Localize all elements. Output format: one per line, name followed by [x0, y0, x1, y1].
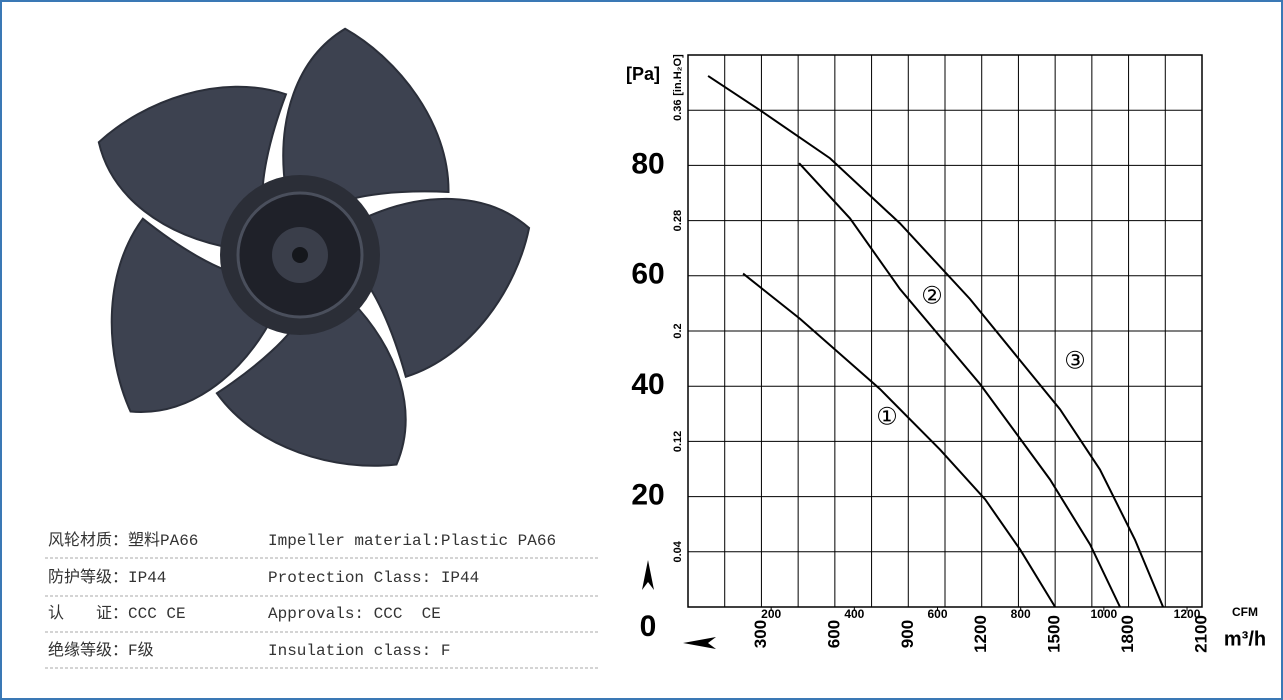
x2-tick-label: 600: [927, 607, 947, 621]
spec-cn: 绝缘等级：F级: [48, 641, 154, 660]
y2-tick-label: 0.28: [672, 210, 684, 231]
x-tick-label: 1200: [971, 615, 990, 653]
up-arrow: [642, 560, 654, 590]
x-tick-label: 2100: [1191, 615, 1210, 653]
spec-cn: 风轮材质：塑料PA66: [48, 531, 198, 550]
x-axis-label: m³/h: [1224, 628, 1266, 650]
x-tick-label: 600: [824, 620, 843, 648]
y2-axis-label: [in.H₂O]: [672, 54, 684, 96]
spec-cn: 防护等级：IP44: [48, 568, 166, 587]
spec-separators: [45, 557, 600, 669]
x-tick-label: 900: [898, 620, 917, 648]
y-tick-label: 40: [631, 368, 664, 401]
y-tick-label: 60: [631, 258, 664, 291]
spec-cn: 认 证：CCC CE: [48, 604, 186, 623]
y2-tick-label: 0.04: [672, 540, 684, 562]
curve: [707, 75, 1165, 608]
x2-tick-label: 400: [844, 607, 864, 621]
y-tick-label: 0: [640, 610, 657, 643]
fan-image: [97, 27, 531, 467]
y-tick-label: 80: [631, 147, 664, 180]
right-arrow: [683, 637, 716, 649]
spec-en: Protection Class: IP44: [268, 569, 479, 587]
curve-label: ①: [876, 403, 898, 430]
x-tick-label: 1500: [1045, 615, 1064, 653]
y2-tick-label: 0.12: [672, 431, 684, 452]
y2-tick-label: 0.2: [672, 323, 684, 338]
x2-tick-label: 1200: [1174, 607, 1201, 621]
x2-tick-label: 1000: [1091, 607, 1118, 621]
x2-axis-label: CFM: [1232, 605, 1258, 619]
x-tick-label: 1800: [1118, 615, 1137, 653]
curve-label: ③: [1064, 347, 1086, 374]
curve-label: ②: [921, 282, 943, 309]
spec-en: Insulation class: F: [268, 642, 450, 660]
x-tick-label: 300: [751, 620, 770, 648]
y-axis-label: [Pa]: [626, 64, 660, 84]
x2-tick-label: 800: [1011, 607, 1031, 621]
x2-tick-label: 200: [761, 607, 781, 621]
y2-tick-label: 0.36: [672, 99, 684, 120]
spec-en: Approvals: CCC CE: [268, 605, 441, 623]
curve: [798, 162, 1121, 608]
spec-en: Impeller material:Plastic PA66: [268, 532, 556, 550]
curve: [742, 272, 1056, 608]
y-tick-label: 20: [631, 479, 664, 512]
